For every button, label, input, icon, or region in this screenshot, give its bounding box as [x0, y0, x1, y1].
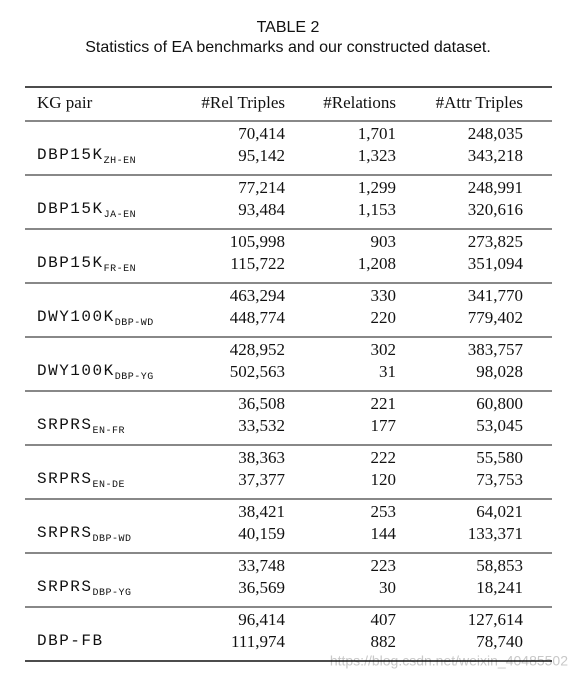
cell-value: 248,991 [468, 178, 523, 197]
kg-pair: SRPRSDBP-YG [37, 578, 132, 598]
cell-value: 1,153 [358, 200, 396, 219]
kg-pair-subscript: DBP-WD [93, 534, 132, 545]
cell-value: 1,299 [358, 178, 396, 197]
kg-pair-name: DWY100K [37, 308, 115, 326]
kg-pair-subscript: EN-DE [93, 480, 126, 491]
kg-pair: DWY100KDBP-WD [37, 308, 154, 328]
cell-value: 1,208 [358, 254, 396, 273]
cell-value: 882 [371, 632, 397, 651]
kg-pair-name: DBP15K [37, 200, 104, 218]
kg-pair-subscript: DBP-WD [115, 318, 154, 329]
kg-pair-name: SRPRS [37, 416, 93, 434]
kg-pair-subscript: DBP-YG [93, 588, 132, 599]
kg-pair-name: SRPRS [37, 470, 93, 488]
cell-value: 78,740 [476, 632, 523, 651]
kg-pair-subscript: FR-EN [104, 264, 137, 275]
table-number: TABLE 2 [257, 19, 320, 36]
kg-pair-name: SRPRS [37, 578, 93, 596]
cell-value: 53,045 [476, 416, 523, 435]
cell-value: 98,028 [476, 362, 523, 381]
cell-value: 77,214 [238, 178, 285, 197]
cell-value: 330 [371, 286, 397, 305]
cell-value: 33,748 [238, 556, 285, 575]
cell-value: 60,800 [476, 394, 523, 413]
cell-value: 64,021 [476, 502, 523, 521]
cell-value: 36,569 [238, 578, 285, 597]
kg-pair: DWY100KDBP-YG [37, 362, 154, 382]
cell-value: 407 [371, 610, 397, 629]
cell-value: 105,998 [230, 232, 285, 251]
cell-value: 502,563 [230, 362, 285, 381]
cell-value: 133,371 [468, 524, 523, 543]
cell-value: 273,825 [468, 232, 523, 251]
kg-pair: SRPRSDBP-WD [37, 524, 132, 544]
cell-value: 18,241 [476, 578, 523, 597]
cell-value: 144 [371, 524, 397, 543]
cell-value: 383,757 [468, 340, 524, 359]
kg-pair: DBP15KFR-EN [37, 254, 136, 274]
cell-value: 30 [379, 578, 396, 597]
header-cell: #Relations [323, 93, 396, 112]
cell-value: 40,159 [238, 524, 285, 543]
kg-pair-subscript: JA-EN [104, 210, 137, 221]
cell-value: 31 [379, 362, 396, 381]
cell-value: 38,363 [238, 448, 285, 467]
cell-value: 341,770 [468, 286, 523, 305]
cell-value: 222 [371, 448, 397, 467]
cell-value: 36,508 [238, 394, 285, 413]
cell-value: 120 [371, 470, 397, 489]
cell-value: 221 [371, 394, 397, 413]
cell-value: 343,218 [468, 146, 523, 165]
cell-value: 903 [371, 232, 397, 251]
cell-value: 779,402 [468, 308, 523, 327]
kg-pair: SRPRSEN-FR [37, 416, 125, 436]
kg-pair: DBP-FB [37, 632, 104, 650]
cell-value: 73,753 [476, 470, 523, 489]
cell-value: 463,294 [230, 286, 286, 305]
cell-value: 96,414 [238, 610, 285, 629]
header-cell: KG pair [37, 93, 93, 112]
kg-pair: DBP15KJA-EN [37, 200, 136, 220]
kg-pair-name: SRPRS [37, 524, 93, 542]
kg-pair-subscript: ZH-EN [104, 156, 137, 167]
kg-pair-name: DWY100K [37, 362, 115, 380]
caption: Statistics of EA benchmarks and our cons… [85, 39, 491, 56]
kg-pair: SRPRSEN-DE [37, 470, 125, 490]
cell-value: 351,094 [468, 254, 524, 273]
cell-value: 95,142 [238, 146, 285, 165]
cell-value: 223 [371, 556, 397, 575]
kg-pair-subscript: EN-FR [93, 426, 126, 437]
cell-value: 428,952 [230, 340, 285, 359]
cell-value: 70,414 [238, 124, 285, 143]
cell-value: 127,614 [468, 610, 524, 629]
cell-value: 93,484 [238, 200, 285, 219]
cell-value: 248,035 [468, 124, 523, 143]
cell-value: 448,774 [230, 308, 286, 327]
cell-value: 1,323 [358, 146, 396, 165]
cell-value: 111,974 [231, 632, 285, 651]
header-cell: #Attr Triples [436, 93, 523, 112]
cell-value: 115,722 [230, 254, 285, 273]
cell-value: 177 [371, 416, 397, 435]
cell-value: 220 [371, 308, 397, 327]
kg-pair-name: DBP15K [37, 254, 104, 272]
cell-value: 320,616 [468, 200, 523, 219]
cell-value: 55,580 [476, 448, 523, 467]
cell-value: 58,853 [476, 556, 523, 575]
cell-value: 37,377 [238, 470, 285, 489]
cell-value: 1,701 [358, 124, 396, 143]
cell-value: 253 [371, 502, 397, 521]
header-cell: #Rel Triples [201, 93, 285, 112]
kg-pair-subscript: DBP-YG [115, 372, 154, 383]
kg-pair-name: DBP15K [37, 146, 104, 164]
cell-value: 302 [371, 340, 397, 359]
cell-value: 38,421 [238, 502, 285, 521]
cell-value: 33,532 [238, 416, 285, 435]
kg-pair-name: DBP-FB [37, 632, 104, 650]
kg-pair: DBP15KZH-EN [37, 146, 136, 166]
